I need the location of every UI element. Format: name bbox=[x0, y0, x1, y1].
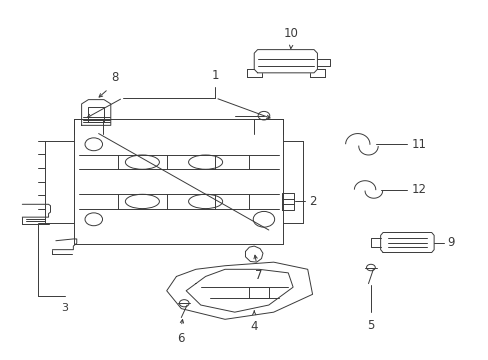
Text: 4: 4 bbox=[250, 320, 258, 333]
Text: 11: 11 bbox=[410, 138, 426, 151]
Text: 3: 3 bbox=[61, 303, 68, 313]
Text: 8: 8 bbox=[111, 71, 118, 84]
Text: 7: 7 bbox=[255, 269, 262, 282]
Text: 6: 6 bbox=[177, 332, 184, 345]
Text: 1: 1 bbox=[211, 69, 219, 82]
Text: 5: 5 bbox=[366, 319, 374, 332]
Text: 12: 12 bbox=[410, 183, 426, 196]
Text: 10: 10 bbox=[283, 27, 298, 40]
Text: 2: 2 bbox=[308, 195, 316, 208]
Text: 9: 9 bbox=[447, 236, 454, 249]
